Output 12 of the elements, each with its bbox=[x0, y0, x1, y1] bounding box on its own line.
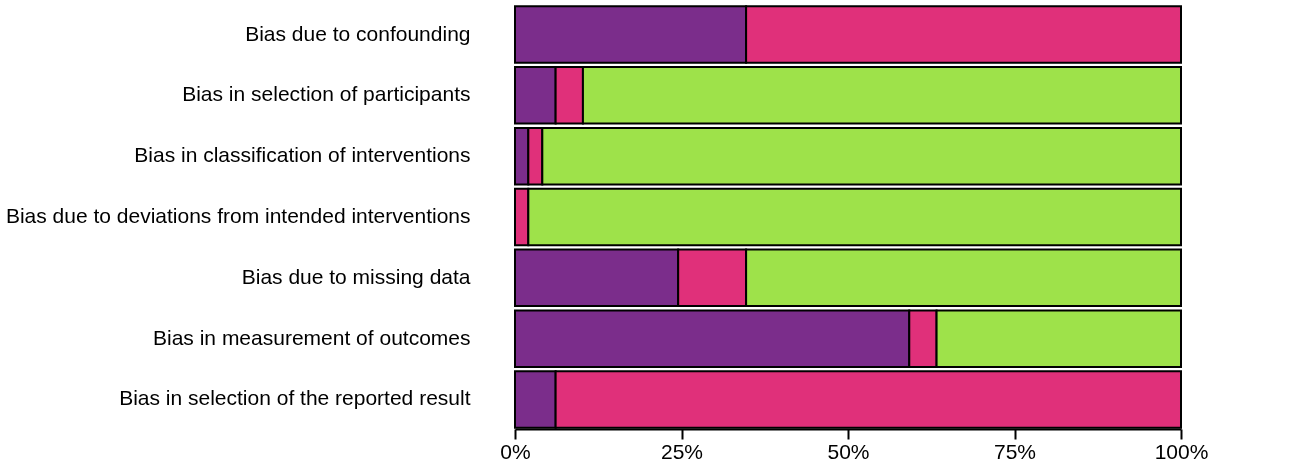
y-tick-label: Bias in measurement of outcomes bbox=[153, 325, 471, 349]
x-tick-label: 25% bbox=[660, 439, 704, 463]
x-tick-label: 75% bbox=[993, 439, 1037, 463]
y-tick-label: Bias due to confounding bbox=[245, 21, 471, 45]
y-tick-label: Bias in classification of interventions bbox=[134, 143, 471, 167]
x-tick-label: 0% bbox=[500, 439, 531, 463]
y-tick-label: Bias in selection of participants bbox=[182, 82, 471, 106]
y-tick-label: Bias due to missing data bbox=[241, 264, 471, 288]
x-tick-label: 100% bbox=[1154, 439, 1209, 463]
x-tick-label: 50% bbox=[827, 439, 870, 463]
y-tick-label: Bias in selection of the reported result bbox=[119, 386, 471, 410]
y-tick-label: Bias due to deviations from intended interventions bbox=[5, 204, 471, 227]
